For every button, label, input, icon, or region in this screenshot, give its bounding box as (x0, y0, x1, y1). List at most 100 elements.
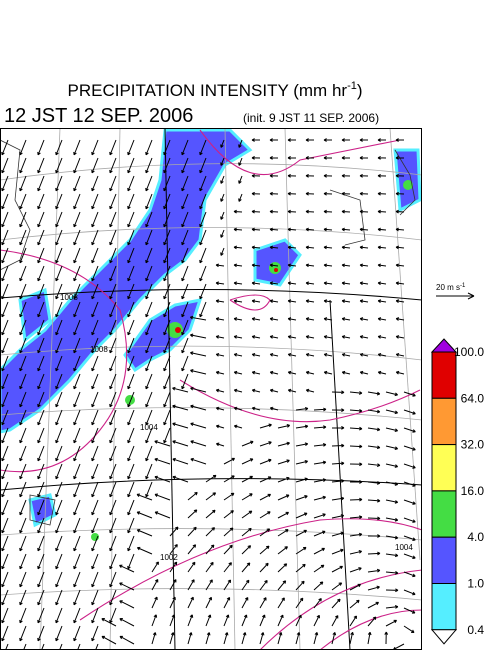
isobar (229, 294, 271, 311)
wind-arrow (91, 265, 99, 282)
wind-arrow (331, 514, 345, 519)
wind-arrow (251, 191, 261, 196)
wind-arrow (295, 477, 308, 483)
wind-arrow (73, 373, 81, 390)
wind-arrow (259, 545, 270, 555)
wind-arrow (55, 193, 63, 210)
wind-arrow (238, 193, 243, 202)
isobar-label: 1004 (395, 543, 413, 552)
wind-arrow (73, 193, 81, 210)
wind-arrow (1, 355, 9, 372)
wind-arrow (127, 445, 135, 462)
wind-arrow (313, 443, 327, 447)
wind-arrow (145, 175, 153, 192)
wind-arrow (313, 495, 326, 501)
wind-arrow (223, 562, 232, 573)
wind-arrow (91, 193, 99, 210)
wind-arrow (151, 561, 159, 573)
wind-arrow (269, 299, 279, 303)
wind-arrow (55, 571, 63, 588)
wind-arrow (251, 370, 261, 375)
wind-arrow (187, 561, 196, 573)
wind-arrow (163, 409, 171, 426)
grid-line (0, 588, 423, 601)
wind-arrow (127, 283, 135, 300)
wind-arrow (349, 515, 363, 520)
wind-arrow (19, 499, 27, 516)
wind-arrow (199, 247, 207, 264)
wind-arrow (277, 546, 288, 555)
wind-arrow (91, 247, 99, 264)
wind-arrow (91, 481, 99, 498)
rain-band (123, 298, 203, 373)
isobar-label: 1002 (160, 553, 178, 562)
wind-arrow (331, 496, 345, 501)
wind-arrow (37, 211, 45, 228)
wind-arrow (37, 409, 45, 426)
wind-arrow (359, 317, 369, 321)
wind-arrow (323, 281, 333, 286)
wind-arrow (313, 478, 327, 483)
wind-arrow (163, 247, 171, 264)
wind-arrow (241, 579, 250, 591)
wind-arrow (223, 614, 230, 627)
wind-arrow (385, 553, 399, 558)
wind-arrow (199, 229, 207, 246)
wind-arrow (1, 409, 9, 426)
wind-arrow (295, 597, 304, 609)
grid-line (0, 407, 423, 421)
wind-arrow (37, 283, 45, 300)
wind-arrow (169, 596, 176, 609)
wind-arrow (323, 245, 333, 250)
wind-arrow (119, 618, 135, 627)
wind-arrow (37, 301, 45, 318)
wind-arrow (205, 474, 217, 483)
scale-arrow-head (467, 292, 475, 300)
wind-arrow (241, 510, 253, 519)
wind-arrow (91, 337, 99, 354)
wind-arrow (313, 513, 326, 519)
wind-arrow (295, 580, 305, 591)
wind-arrow (109, 193, 117, 210)
colorbar-label: 0.4 (467, 623, 484, 637)
wind-arrow (220, 157, 225, 166)
wind-arrow (145, 283, 153, 300)
wind-arrow (1, 589, 9, 606)
wind-arrow (172, 386, 189, 393)
wind-arrow (119, 600, 135, 609)
wind-arrow (377, 263, 387, 268)
wind-arrow (241, 440, 254, 447)
wind-arrow (259, 597, 267, 609)
wind-arrow (19, 229, 27, 246)
rain-band (0, 128, 253, 434)
wind-arrow (313, 460, 327, 465)
wind-arrow (154, 440, 171, 447)
wind-arrow (145, 157, 153, 174)
wind-arrow (377, 335, 387, 339)
wind-arrow (295, 563, 306, 573)
isobar-label: 1004 (140, 423, 158, 432)
wind-arrow (1, 139, 9, 156)
wind-arrow (19, 193, 27, 210)
wind-arrow (349, 408, 363, 413)
wind-arrow (331, 582, 343, 591)
wind-arrow (349, 391, 363, 395)
wind-arrow (359, 156, 369, 160)
wind-arrow (295, 459, 309, 465)
wind-arrow (305, 317, 315, 321)
wind-arrow (349, 480, 363, 484)
wind-arrow (163, 391, 171, 408)
wind-arrow (91, 553, 99, 570)
wind-arrow (154, 457, 171, 465)
wind-arrow (215, 388, 225, 393)
wind-arrow (91, 517, 99, 534)
wind-arrow (259, 441, 272, 447)
wind-arrow (145, 427, 153, 444)
wind-arrow (136, 493, 153, 501)
wind-arrow (55, 409, 63, 426)
wind-arrow (37, 229, 45, 246)
wind-arrow (277, 529, 289, 537)
wind-arrow (259, 493, 272, 501)
wind-arrow (199, 139, 207, 156)
wind-arrow (251, 173, 261, 178)
